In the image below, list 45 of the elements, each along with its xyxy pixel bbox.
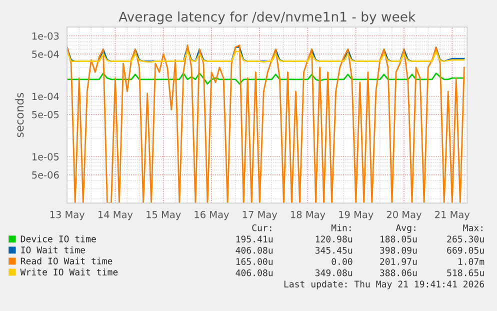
text: Last update: Thu May 21 19:41:41 2026 [284, 280, 484, 290]
x-tick-label: 16 May [194, 210, 229, 220]
legend-label: Device IO time [20, 235, 96, 242]
text: 406.08u [236, 269, 273, 276]
legend-label: IO Wait time [21, 246, 86, 254]
text: Min: [332, 224, 351, 232]
text: 669.05u [447, 246, 484, 254]
text: 265.30u [447, 236, 484, 242]
legend-label: Write IO Wait time [20, 268, 118, 276]
x-tick-label: 19 May [339, 210, 374, 220]
x-tick-label: 18 May [291, 210, 326, 220]
text: 518.65u [447, 269, 484, 276]
x-tick-label: 20 May [386, 210, 422, 220]
line-series [67, 50, 465, 63]
y-axis-title: seconds [15, 92, 24, 138]
x-tick-label: 15 May [146, 211, 181, 220]
y-tick-label: 5e-05 [32, 110, 59, 118]
text: 349.08u [315, 269, 352, 276]
text: 388.06u [380, 269, 417, 276]
text: 165.00u [236, 258, 273, 265]
text: Avg: [396, 224, 416, 233]
line-series [67, 44, 465, 204]
text: 406.08u [236, 246, 273, 254]
y-tick-label: 1e-04 [32, 92, 59, 100]
text: 120.98u [316, 236, 352, 242]
text: 0.00 [332, 258, 352, 265]
x-tick-label: 13 May [50, 210, 85, 220]
text: 188.05u [380, 236, 417, 242]
text: 195.41u [236, 236, 273, 242]
text: 1.07m [458, 258, 484, 265]
text: Max: [463, 224, 482, 232]
text: 201.97u [380, 258, 417, 265]
x-tick-label: 14 May [98, 211, 133, 220]
chart-title: Average latency for /dev/nvme1n1 - by week [118, 11, 416, 24]
text: 345.45u [315, 246, 352, 254]
text: 398.09u [380, 246, 417, 254]
x-tick-label: 21 May [435, 210, 470, 220]
y-tick-label: 1e-05 [32, 153, 59, 160]
line-series [67, 72, 465, 85]
y-tick-label: 5e-04 [32, 50, 59, 58]
x-tick-label: 17 May [242, 211, 278, 220]
y-tick-label: 1e-03 [32, 32, 59, 40]
legend-label: Read IO Wait time [20, 257, 112, 264]
text: Cur: [252, 224, 272, 232]
y-tick-label: 5e-06 [32, 171, 59, 179]
